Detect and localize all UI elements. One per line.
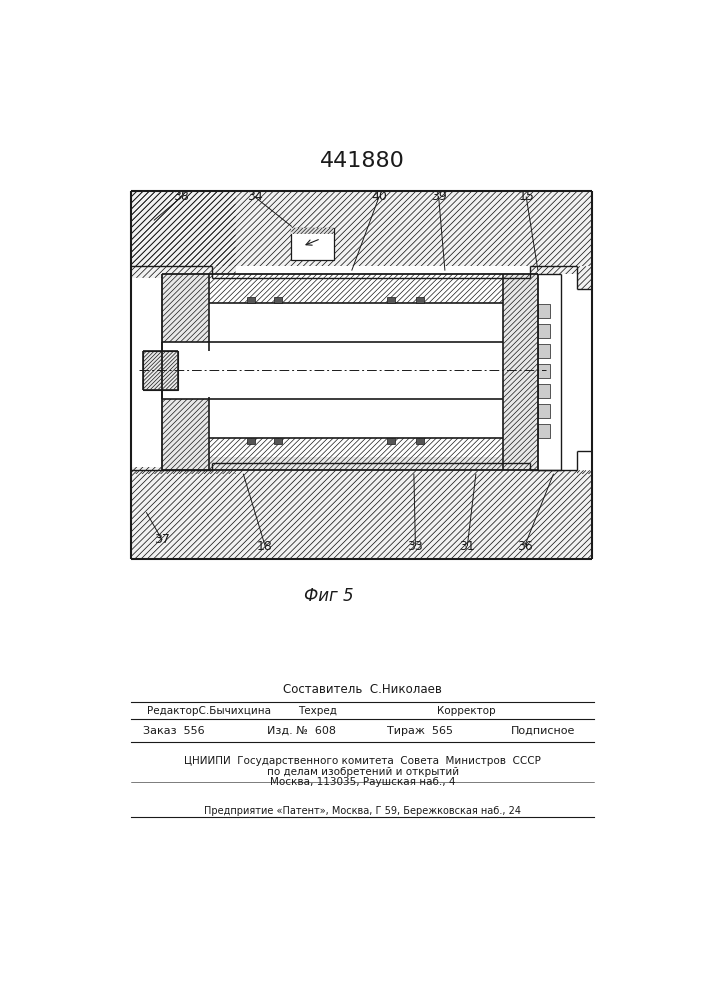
Text: 441880: 441880 <box>320 151 405 171</box>
Text: 37: 37 <box>154 533 170 546</box>
Polygon shape <box>131 470 592 559</box>
Text: Техред: Техред <box>298 706 337 716</box>
Text: по делам изобретений и открытий: по делам изобретений и открытий <box>267 767 459 777</box>
Polygon shape <box>530 266 592 289</box>
Text: Предприятие «Патент», Москва, Г 59, Бережковская наб., 24: Предприятие «Патент», Москва, Г 59, Бере… <box>204 806 521 816</box>
Text: 39: 39 <box>431 190 447 203</box>
Bar <box>416 297 424 303</box>
Polygon shape <box>209 438 503 470</box>
Bar <box>538 404 549 418</box>
Bar <box>247 438 255 444</box>
Text: Корректор: Корректор <box>437 706 496 716</box>
Text: 40: 40 <box>371 190 387 203</box>
Text: 15: 15 <box>518 190 534 203</box>
Bar <box>538 324 549 338</box>
Text: Москва, 113035, Раушская наб., 4: Москва, 113035, Раушская наб., 4 <box>270 777 455 787</box>
Text: 31: 31 <box>460 540 475 553</box>
Polygon shape <box>143 351 177 389</box>
Polygon shape <box>131 466 235 474</box>
Text: 38: 38 <box>173 190 189 203</box>
Bar <box>538 424 549 438</box>
Bar <box>209 274 503 457</box>
Bar <box>274 438 282 444</box>
Text: 34: 34 <box>247 190 263 203</box>
Text: Подписное: Подписное <box>510 726 575 736</box>
Text: Заказ  556: Заказ 556 <box>143 726 204 736</box>
Polygon shape <box>162 397 209 470</box>
Bar <box>387 297 395 303</box>
Polygon shape <box>209 274 503 303</box>
Bar <box>538 364 549 378</box>
Text: Фиг 5: Фиг 5 <box>304 587 354 605</box>
Text: Составитель  С.Николаев: Составитель С.Николаев <box>284 683 442 696</box>
Text: 33: 33 <box>407 540 423 553</box>
Bar <box>538 384 549 398</box>
Bar <box>162 342 503 399</box>
Text: 36: 36 <box>517 540 532 553</box>
Text: ЦНИИПИ  Государственного комитета  Совета  Министров  СССР: ЦНИИПИ Государственного комитета Совета … <box>185 756 541 766</box>
Text: РедакторС.Бычихцина: РедакторС.Бычихцина <box>146 706 271 716</box>
Polygon shape <box>162 274 209 351</box>
Text: Тираж  565: Тираж 565 <box>387 726 452 736</box>
Bar <box>538 344 549 358</box>
Bar <box>274 297 282 303</box>
Bar <box>387 438 395 444</box>
Bar <box>247 297 255 303</box>
Polygon shape <box>530 470 592 474</box>
Bar <box>291 228 334 260</box>
Bar <box>416 438 424 444</box>
Polygon shape <box>131 191 235 278</box>
Polygon shape <box>503 274 538 470</box>
Text: 18: 18 <box>257 540 273 553</box>
Bar <box>538 304 549 318</box>
Polygon shape <box>291 228 334 234</box>
Polygon shape <box>131 191 592 266</box>
Text: Изд. №  608: Изд. № 608 <box>267 726 336 736</box>
